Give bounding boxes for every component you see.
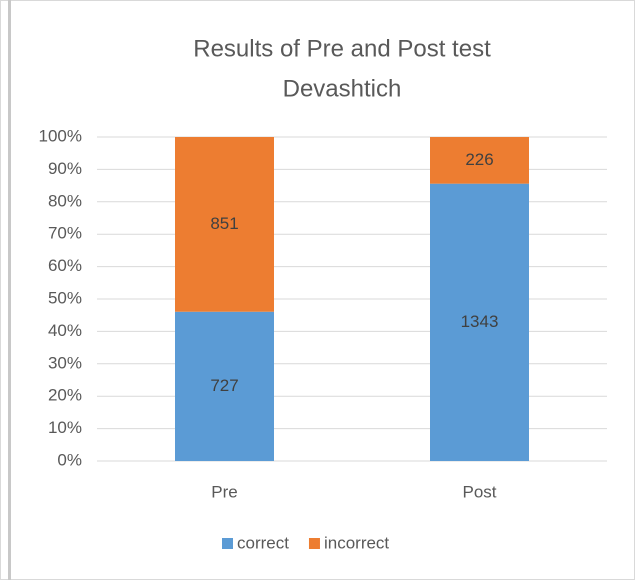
- x-tick-label: Post: [462, 482, 496, 501]
- y-tick-label: 30%: [48, 353, 82, 372]
- legend-label: incorrect: [324, 533, 389, 552]
- bar-segment: [175, 311, 274, 461]
- y-tick-label: 80%: [48, 191, 82, 210]
- left-edge: [8, 0, 11, 580]
- y-tick-label: 60%: [48, 256, 82, 275]
- legend-label: correct: [237, 533, 289, 552]
- data-label: 851: [210, 214, 238, 233]
- y-tick-label: 70%: [48, 224, 82, 243]
- legend-swatch: [308, 538, 320, 549]
- y-tick-label: 40%: [48, 321, 82, 340]
- legend-swatch: [222, 538, 233, 549]
- bar-segment: [175, 137, 274, 312]
- data-label: 727: [210, 376, 238, 395]
- y-tick-label: 0%: [57, 450, 82, 469]
- y-tick-label: 100%: [39, 126, 82, 145]
- data-label: 1343: [461, 312, 499, 331]
- chart-title: Results of Pre and Post test: [193, 35, 491, 62]
- data-label: 226: [465, 150, 493, 169]
- bar-segment: [430, 137, 529, 184]
- y-tick-label: 90%: [48, 159, 82, 178]
- x-tick-label: Pre: [211, 482, 237, 501]
- y-tick-label: 10%: [48, 418, 82, 437]
- y-tick-label: 50%: [48, 288, 82, 307]
- chart-title: Devashtich: [283, 75, 402, 102]
- bar-segment: [430, 183, 529, 461]
- y-tick-label: 20%: [48, 386, 82, 405]
